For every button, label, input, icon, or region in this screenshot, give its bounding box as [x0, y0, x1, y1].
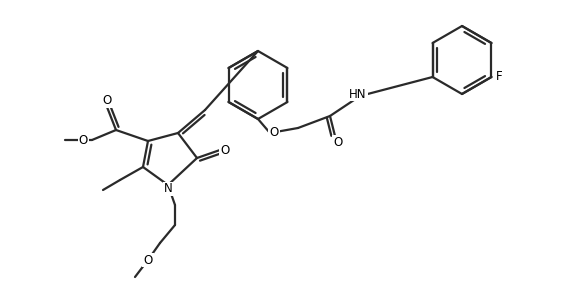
Text: N: N [164, 182, 172, 196]
Text: O: O [79, 134, 88, 147]
Text: O: O [220, 144, 229, 157]
Text: HN: HN [349, 88, 367, 101]
Text: F: F [496, 70, 503, 83]
Text: O: O [270, 126, 279, 139]
Text: O: O [144, 253, 153, 266]
Text: O: O [102, 95, 112, 107]
Text: O: O [333, 135, 342, 148]
